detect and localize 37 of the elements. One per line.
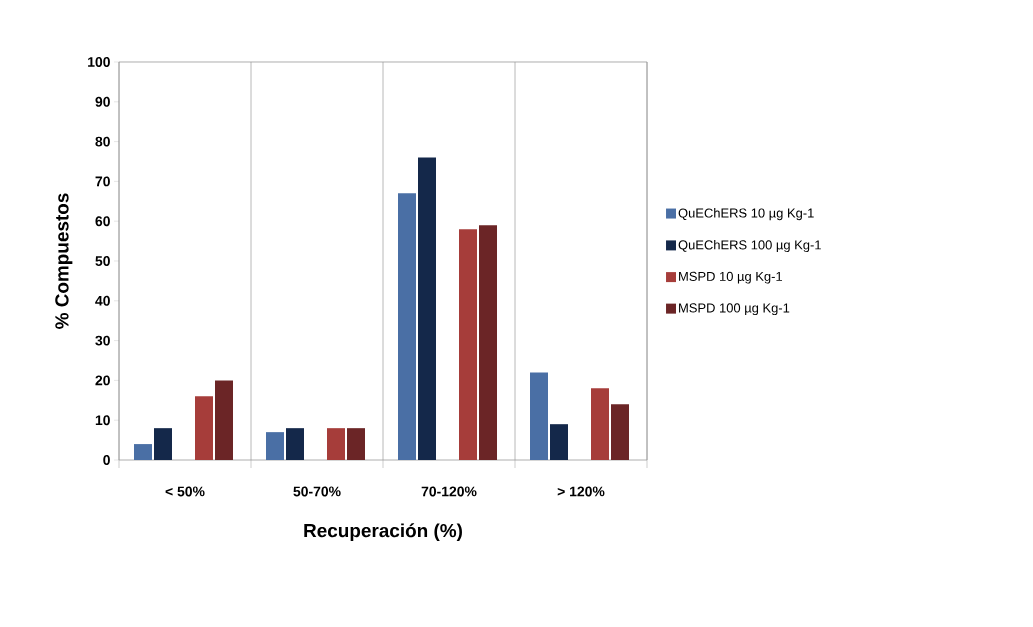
bar (195, 396, 213, 460)
x-axis-title: Recuperación (%) (304, 523, 462, 542)
bar (611, 404, 629, 460)
y-tick-label: 100 (88, 57, 110, 67)
bar (134, 444, 152, 460)
x-tick-label: < 50% (165, 486, 205, 497)
bar (286, 428, 304, 460)
bar (215, 380, 233, 460)
bar (530, 372, 548, 460)
bar (591, 388, 609, 460)
y-tick-label: 40 (95, 295, 110, 306)
legend-label: MSPD 100 µg Kg-1 (679, 303, 790, 316)
bar (154, 428, 172, 460)
y-tick-label: 70 (95, 176, 110, 187)
x-tick-label: 50-70% (293, 486, 341, 497)
bar (398, 193, 416, 460)
y-tick-label: 10 (95, 415, 110, 426)
bar (327, 428, 345, 460)
bar (418, 157, 436, 460)
x-tick-label: 70-120% (421, 486, 477, 497)
y-tick-label: 0 (103, 455, 110, 465)
y-tick-label: 90 (95, 96, 110, 107)
bar (347, 428, 365, 460)
bar (550, 424, 568, 460)
y-axis-title: % Compuestos (55, 193, 73, 329)
legend-label: MSPD 10 µg Kg-1 (679, 271, 783, 284)
y-tick-label: 50 (95, 256, 110, 266)
legend-label: QuEChERS 100 µg Kg-1 (678, 239, 821, 253)
bar (266, 432, 284, 460)
y-tick-label: 20 (95, 375, 110, 386)
bar (459, 229, 477, 460)
y-tick-label: 80 (95, 136, 110, 147)
y-tick-label: 30 (95, 335, 110, 346)
y-tick-label: 60 (95, 216, 110, 227)
legend-label: QuEChERS 10 µg Kg-1 (678, 208, 814, 221)
x-tick-label: > 120% (557, 486, 605, 497)
bar (479, 225, 497, 460)
